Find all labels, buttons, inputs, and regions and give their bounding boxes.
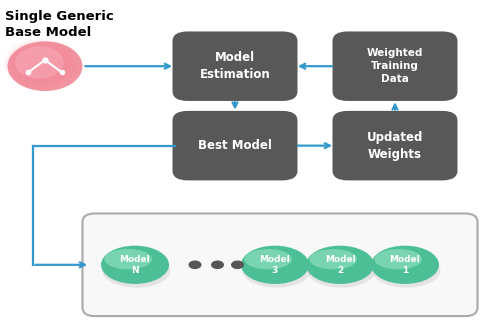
Circle shape <box>18 48 68 81</box>
Ellipse shape <box>310 249 357 269</box>
Circle shape <box>34 59 54 72</box>
Circle shape <box>12 44 72 84</box>
Circle shape <box>20 50 65 80</box>
Text: Model
Estimation: Model Estimation <box>200 51 270 81</box>
Circle shape <box>14 46 70 82</box>
Circle shape <box>6 41 76 87</box>
Ellipse shape <box>242 254 310 288</box>
Circle shape <box>26 53 61 76</box>
Ellipse shape <box>241 246 309 284</box>
Text: Updated
Weights: Updated Weights <box>367 131 423 161</box>
FancyBboxPatch shape <box>332 111 458 180</box>
Ellipse shape <box>104 249 152 269</box>
Circle shape <box>42 64 47 68</box>
Circle shape <box>4 39 79 89</box>
FancyBboxPatch shape <box>332 31 458 101</box>
Circle shape <box>15 46 64 78</box>
Circle shape <box>231 260 244 269</box>
Text: Model
3: Model 3 <box>260 255 290 275</box>
Ellipse shape <box>371 246 439 284</box>
Circle shape <box>31 57 56 73</box>
FancyBboxPatch shape <box>82 213 477 316</box>
Text: Single Generic
Base Model: Single Generic Base Model <box>5 10 114 39</box>
Circle shape <box>211 260 224 269</box>
Ellipse shape <box>306 246 374 284</box>
Circle shape <box>9 43 74 85</box>
Circle shape <box>8 41 83 91</box>
Circle shape <box>23 52 63 78</box>
Circle shape <box>40 63 50 69</box>
Text: Model
1: Model 1 <box>390 255 420 275</box>
Text: Model
N: Model N <box>120 255 150 275</box>
Text: Best Model: Best Model <box>198 139 272 152</box>
Ellipse shape <box>372 254 440 288</box>
Ellipse shape <box>244 249 292 269</box>
Text: Weighted
Training
Data: Weighted Training Data <box>367 48 423 84</box>
Text: Model
2: Model 2 <box>324 255 356 275</box>
Ellipse shape <box>101 246 169 284</box>
Ellipse shape <box>374 249 422 269</box>
Ellipse shape <box>102 254 170 288</box>
Circle shape <box>37 61 52 71</box>
Circle shape <box>188 260 202 269</box>
FancyBboxPatch shape <box>172 31 298 101</box>
Ellipse shape <box>308 254 376 288</box>
Circle shape <box>28 55 58 75</box>
FancyBboxPatch shape <box>172 111 298 180</box>
